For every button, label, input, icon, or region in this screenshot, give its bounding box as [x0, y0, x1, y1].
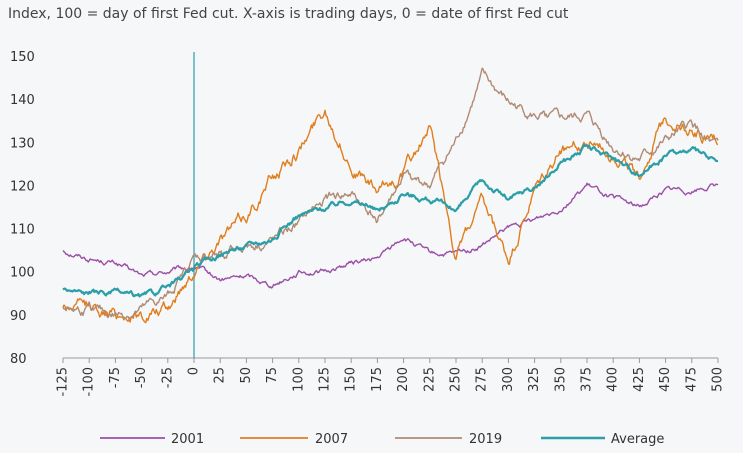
y-tick-label: 120: [10, 179, 35, 194]
y-tick-label: 140: [10, 93, 35, 108]
x-tick-label: 325: [527, 367, 542, 392]
legend-label-2007: 2007: [315, 432, 348, 447]
x-tick-label: -50: [134, 367, 149, 388]
legend-label-2001: 2001: [171, 432, 204, 447]
x-tick-label: -125: [56, 367, 71, 397]
legend-label-2019: 2019: [469, 432, 502, 447]
x-tick-label: 75: [265, 367, 280, 384]
x-tick-label: 475: [684, 367, 699, 392]
y-tick-label: 130: [10, 136, 35, 151]
x-tick-label: 500: [711, 367, 726, 392]
series-lines: [62, 67, 719, 324]
y-tick-label: 150: [10, 50, 35, 65]
x-tick-label: 425: [632, 367, 647, 392]
x-tick-label: 0: [187, 367, 202, 375]
x-tick-label: 150: [344, 367, 359, 392]
series-line-2001: [62, 182, 719, 289]
y-axis: 80 90 100 110 120 130 140 150: [10, 50, 35, 367]
legend-label-average: Average: [611, 432, 664, 447]
y-tick-label: 110: [10, 223, 35, 238]
legend: 2001 2007 2019 Average: [100, 432, 664, 447]
y-tick-label: 100: [10, 266, 35, 281]
x-tick-label: 125: [318, 367, 333, 392]
series-line-average: [62, 143, 719, 298]
x-tick-label: 25: [213, 367, 228, 384]
x-tick-label: -100: [82, 367, 97, 397]
series-line-2019: [62, 67, 719, 320]
x-tick-label: 200: [396, 367, 411, 392]
y-tick-label: 90: [10, 309, 27, 324]
x-tick-label: 100: [291, 367, 306, 392]
x-axis: -125 -100 -75 -50 -25 0 25 50 75 100 125 150 175 200 2…: [56, 357, 726, 397]
x-tick-label: 375: [580, 367, 595, 392]
x-tick-label: 450: [658, 367, 673, 392]
x-tick-label: 250: [449, 367, 464, 392]
series-line-2007: [62, 109, 719, 324]
chart-title: Index, 100 = day of first Fed cut. X-axi…: [8, 6, 569, 22]
x-tick-label: 350: [553, 367, 568, 392]
x-tick-label: 400: [606, 367, 621, 392]
x-tick-label: 275: [475, 367, 490, 392]
x-tick-label: 50: [239, 367, 254, 384]
x-tick-label: -75: [108, 367, 123, 388]
x-tick-label: 175: [370, 367, 385, 392]
x-tick-label: 225: [422, 367, 437, 392]
x-tick-label: -25: [160, 367, 175, 388]
x-tick-label: 300: [501, 367, 516, 392]
y-tick-label: 80: [10, 352, 27, 367]
